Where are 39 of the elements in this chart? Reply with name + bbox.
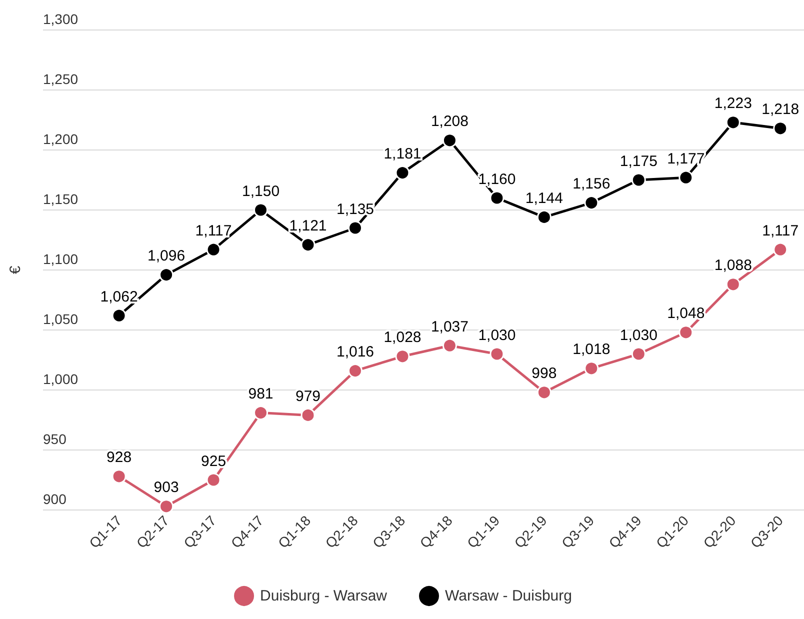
data-label: 903 bbox=[154, 479, 179, 496]
data-label: 1,121 bbox=[289, 218, 327, 235]
data-label: 979 bbox=[295, 388, 321, 405]
y-tick-label: 1,200 bbox=[43, 131, 78, 147]
data-label: 1,218 bbox=[762, 101, 800, 118]
data-label: 1,144 bbox=[525, 190, 563, 207]
y-tick-label: 1,050 bbox=[43, 311, 78, 327]
y-tick-label: 950 bbox=[43, 431, 67, 447]
data-label: 1,181 bbox=[384, 146, 422, 163]
data-label: 1,096 bbox=[148, 248, 186, 265]
y-tick-label: 1,100 bbox=[43, 251, 78, 267]
data-label: 1,175 bbox=[620, 152, 658, 170]
data-label: 998 bbox=[532, 365, 557, 382]
data-label: 1,208 bbox=[430, 113, 468, 130]
y-tick-label: 1,300 bbox=[43, 11, 78, 27]
y-tick-label: 900 bbox=[43, 491, 67, 507]
data-label: 1,117 bbox=[195, 222, 232, 240]
data-label: 1,088 bbox=[714, 257, 752, 274]
data-label: 925 bbox=[201, 452, 226, 470]
data-label: 1,018 bbox=[572, 341, 610, 358]
legend-label: Duisburg - Warsaw bbox=[260, 588, 388, 604]
data-label: 1,156 bbox=[572, 176, 610, 193]
data-label: 1,223 bbox=[714, 95, 752, 112]
y-tick-label: 1,250 bbox=[43, 71, 78, 87]
data-label: 981 bbox=[248, 386, 274, 403]
data-label: 1,016 bbox=[336, 344, 374, 361]
legend-label: Warsaw - Duisburg bbox=[445, 588, 572, 604]
data-label: 928 bbox=[106, 449, 132, 466]
data-label: 1,117 bbox=[762, 222, 799, 240]
y-tick-label: 1,150 bbox=[43, 191, 78, 207]
y-tick-label: 1,000 bbox=[43, 371, 78, 387]
data-label: 1,028 bbox=[384, 329, 422, 346]
data-label: 1,037 bbox=[430, 318, 468, 336]
data-label: 1,030 bbox=[478, 326, 516, 344]
data-label: 1,030 bbox=[620, 326, 658, 344]
data-label: 1,150 bbox=[242, 182, 280, 200]
data-label: 1,048 bbox=[667, 305, 705, 322]
y-axis-title: € bbox=[7, 265, 24, 274]
data-label: 1,062 bbox=[100, 288, 138, 306]
